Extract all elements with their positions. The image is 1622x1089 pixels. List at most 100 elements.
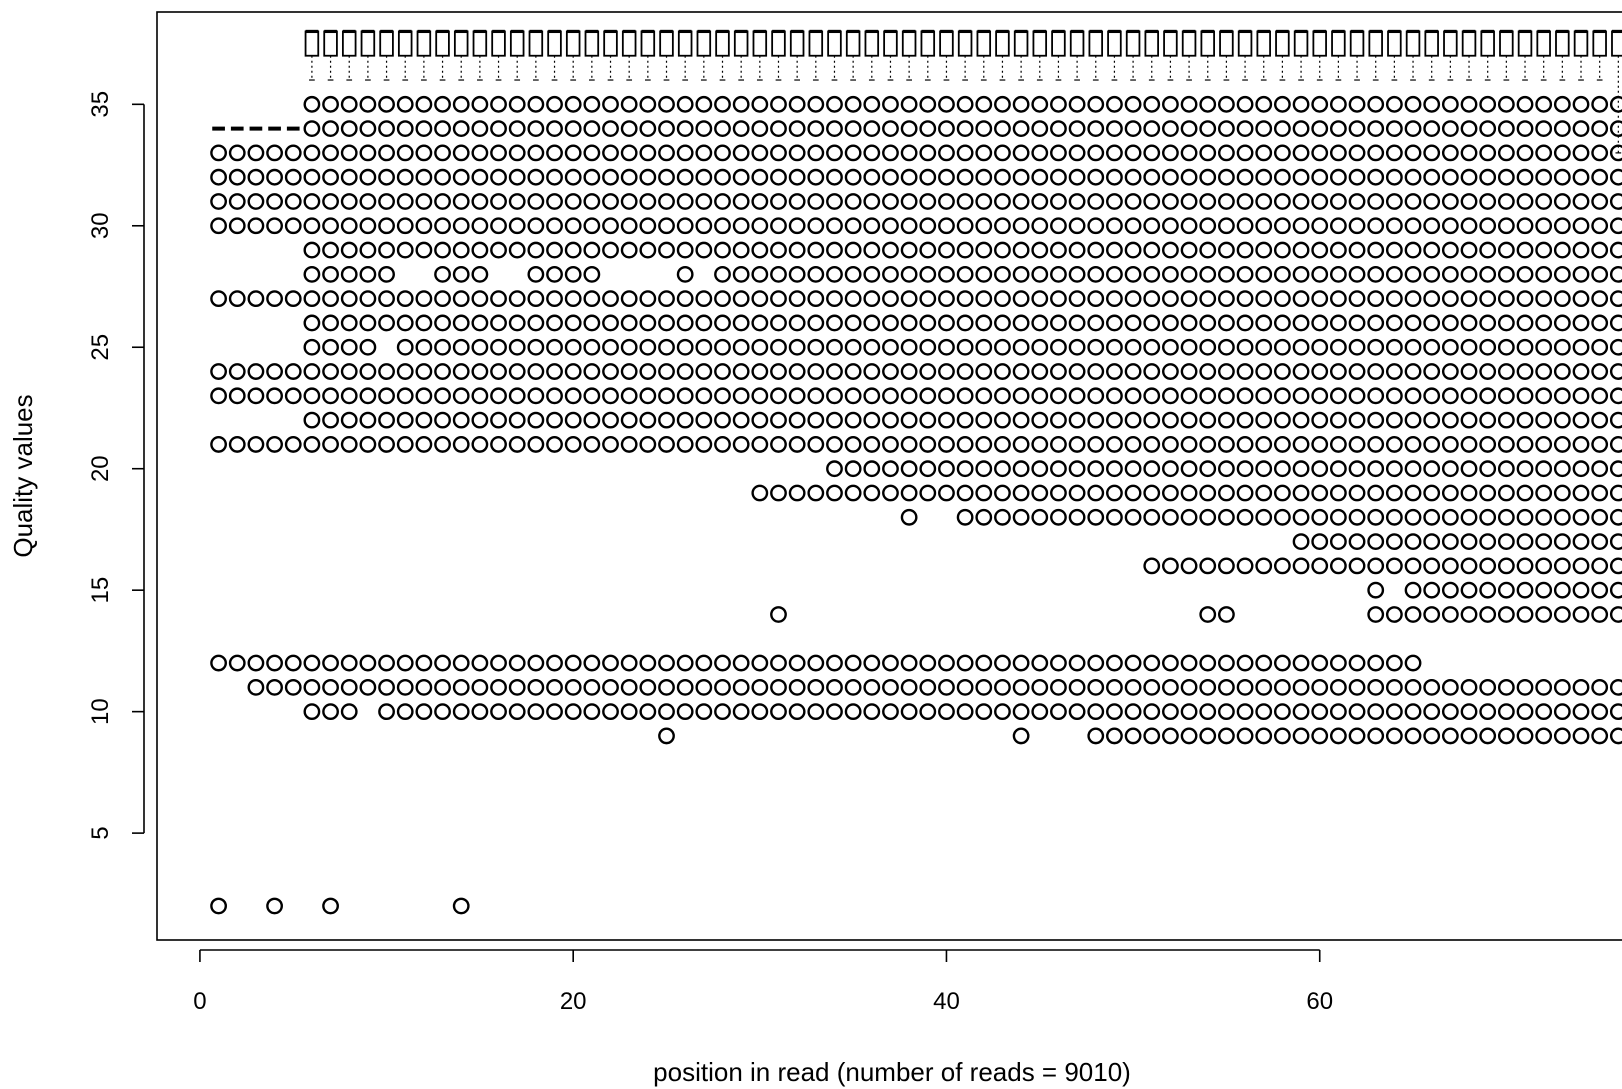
outlier-point [527,654,545,672]
outlier-point [994,411,1011,429]
outlier-point [1609,460,1622,478]
outlier-point [1441,727,1459,745]
outlier-point [1180,387,1198,405]
outlier-point [1535,265,1553,283]
outlier-point [583,95,601,113]
outlier-point [658,95,675,113]
outlier-point [1516,290,1534,308]
outlier-point [770,193,787,210]
outlier-point [826,265,843,283]
outlier-point [1124,460,1142,478]
outlier-point [508,387,526,405]
outlier-point [359,241,377,259]
outlier-point [900,411,918,429]
outlier-point [1050,508,1067,526]
outlier-point [434,168,451,186]
box [603,30,618,57]
x-tick-label: 40 [933,988,960,1015]
outlier-point [1031,654,1049,672]
outlier-point [284,290,302,308]
outlier-point [247,193,265,210]
outlier-point [1553,95,1571,113]
outlier-point [732,265,750,283]
outlier-point [1311,338,1329,356]
outlier-point [956,120,974,138]
outlier-point [1385,508,1403,526]
outlier-point [1050,144,1067,162]
outlier-point [1609,678,1622,696]
outlier-point [695,314,713,332]
outlier-point [1535,120,1553,138]
outlier-point [1050,460,1067,478]
outlier-point [1311,168,1329,186]
outlier-point [863,460,881,478]
outlier-point [639,387,657,405]
outlier-point [1460,265,1478,283]
outlier-point [1236,508,1254,526]
outlier-point [938,654,955,672]
outlier-point [1311,387,1329,405]
outlier-point [732,703,750,721]
outlier-point [1572,338,1590,356]
outlier-point [956,338,974,356]
outlier-point [1255,727,1273,745]
outlier-point [1012,654,1030,672]
outlier-point [826,436,843,453]
outlier-point [1199,290,1217,308]
outlier-point [751,484,769,502]
outlier-point [1143,217,1161,235]
outlier-point [1273,557,1291,575]
outlier-point [975,241,993,259]
outlier-point [863,363,881,380]
box [1387,30,1402,57]
outlier-point [956,290,974,308]
outlier-point [564,387,582,405]
outlier-point [732,363,750,380]
outlier-point [359,290,377,308]
outlier-point [751,95,769,113]
outlier-point [1479,533,1497,550]
outlier-point [788,387,806,405]
outlier-point [826,95,843,113]
outlier-point [1572,411,1590,429]
outlier-point [434,338,451,356]
outlier-point [1143,120,1161,138]
outlier-point [639,338,657,356]
outlier-point [490,95,507,113]
outlier-point [863,411,881,429]
outlier-point [658,411,675,429]
outlier-point [807,387,825,405]
outlier-point [490,120,507,138]
plot-frame [156,11,1622,941]
outlier-point [564,168,582,186]
outlier-point [639,290,657,308]
outlier-point [1255,144,1273,162]
outlier-point [1218,508,1235,526]
outlier-point [1012,678,1030,696]
box [1275,30,1290,57]
outlier-point [1273,460,1291,478]
outlier-point [1031,290,1049,308]
outlier-point [938,678,955,696]
outlier-point [322,654,339,672]
outlier-point [1124,436,1142,453]
outlier-point [844,120,862,138]
outlier-point [1329,678,1347,696]
outlier-point [1255,411,1273,429]
outlier-point [826,168,843,186]
y-axis-title: Quality values [8,394,38,557]
outlier-point [975,144,993,162]
outlier-point [1050,95,1067,113]
outlier-point [1329,703,1347,721]
outlier-point [1535,314,1553,332]
outlier-point [583,265,601,283]
outlier-point [1591,338,1609,356]
outlier-point [1068,144,1086,162]
outlier-point [1329,168,1347,186]
outlier-point [1106,241,1123,259]
outlier-point [490,168,507,186]
outlier-point [788,95,806,113]
outlier-point [1516,436,1534,453]
outlier-point [732,193,750,210]
outlier-point [1143,241,1161,259]
